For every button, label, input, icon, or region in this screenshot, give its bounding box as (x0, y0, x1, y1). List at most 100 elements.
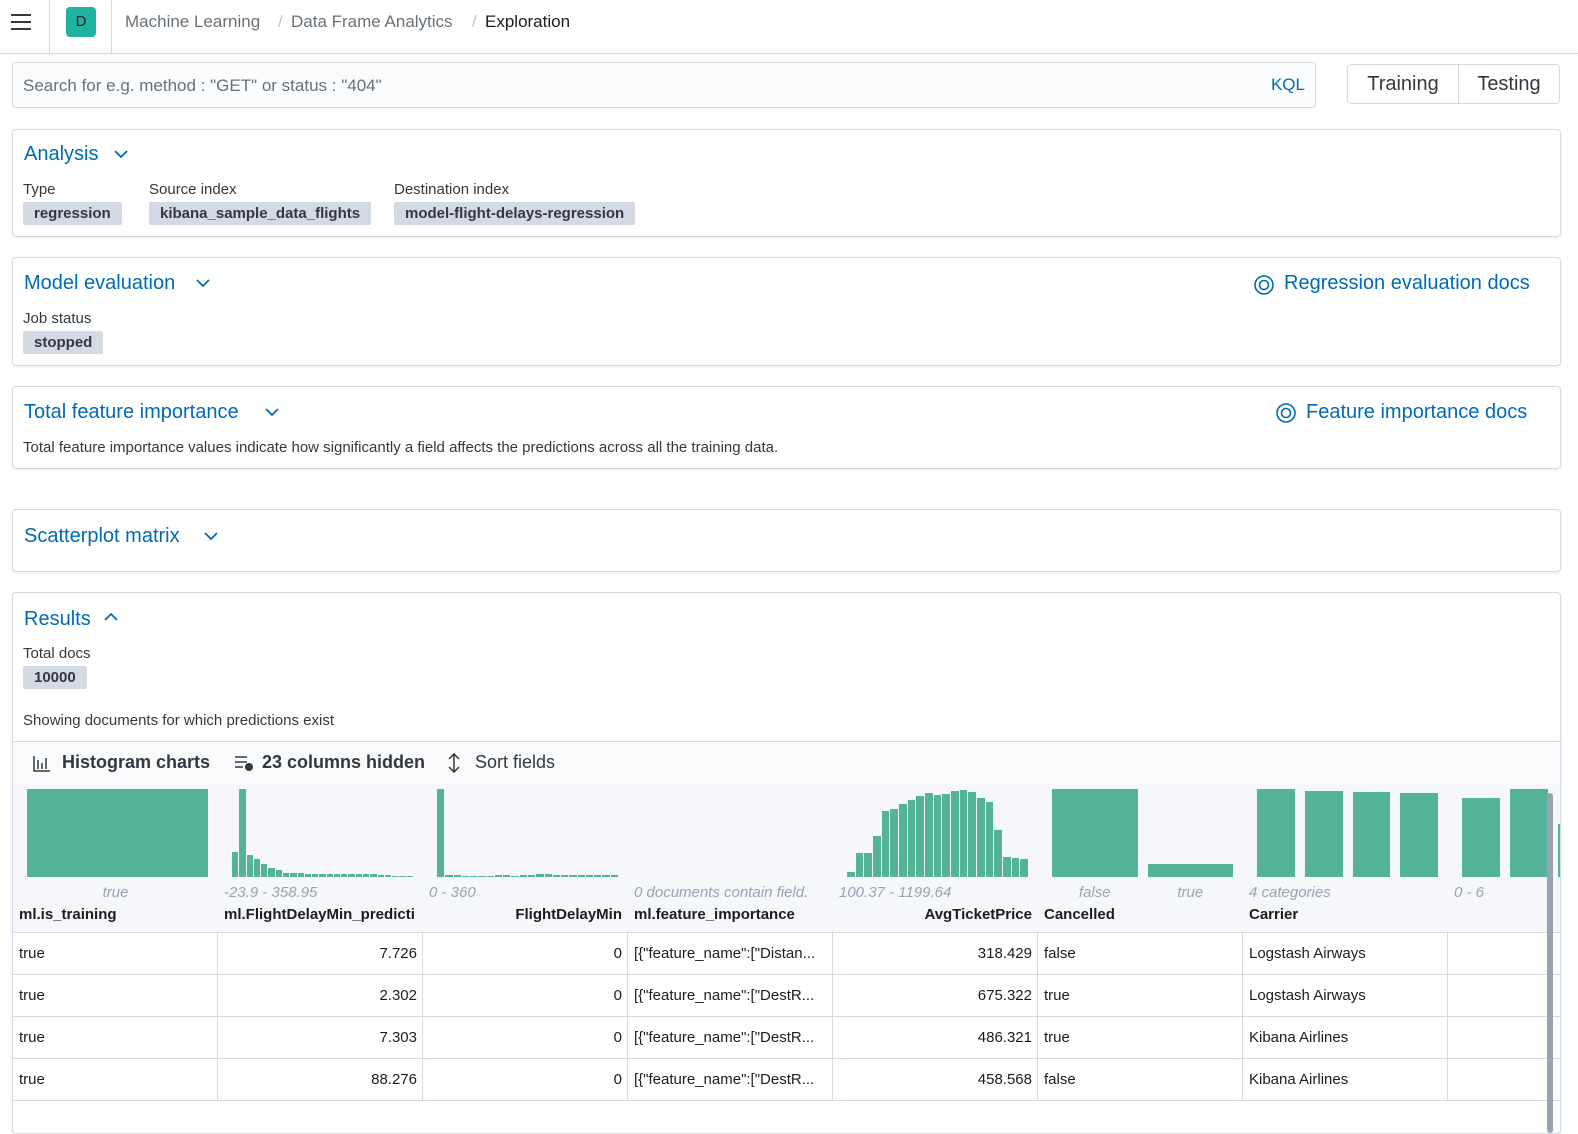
panel-title[interactable]: Results (24, 608, 91, 630)
cell[interactable]: 0 (613, 1029, 622, 1046)
scatterplot-panel: Scatterplot matrix (12, 509, 1561, 572)
histogram-bar (486, 876, 494, 877)
columns-button[interactable]: 23 columns hidden (262, 752, 426, 772)
cell[interactable]: 458.568 (977, 1071, 1032, 1088)
panel-title[interactable]: Analysis (24, 143, 99, 165)
column-header (423, 783, 629, 933)
cell-border (422, 1059, 423, 1101)
histogram-bar (951, 790, 959, 877)
histogram-bar (384, 875, 392, 877)
training-button[interactable]: Training (1367, 73, 1439, 95)
breadcrumb[interactable]: Machine Learning (125, 12, 261, 31)
cell[interactable]: 7.726 (379, 945, 417, 962)
histogram-bar (445, 875, 453, 877)
cell[interactable]: Logstash Airways (1249, 945, 1366, 962)
cell[interactable]: 0 (613, 987, 622, 1004)
histogram-bar (942, 794, 950, 877)
cell-border (1447, 1059, 1448, 1101)
histogram-bar (268, 868, 275, 877)
cell[interactable]: true (1044, 1029, 1070, 1046)
kql-toggle[interactable]: KQL (1270, 75, 1305, 94)
cell[interactable]: [{"feature_name":["DestR... (634, 987, 815, 1004)
histogram-bar (406, 876, 413, 877)
cell[interactable]: 2.302 (379, 987, 417, 1004)
menu-icon[interactable] (10, 13, 32, 31)
column-name: AvgTicketPrice (924, 906, 1032, 923)
histogram-bar (304, 874, 312, 877)
cell[interactable]: 0 (613, 945, 622, 962)
cell-border (1447, 1017, 1448, 1059)
docs-link[interactable]: Regression evaluation docs (1284, 272, 1530, 294)
panel-title[interactable]: Total feature importance (24, 401, 239, 423)
row (13, 933, 1560, 975)
cell[interactable]: true (1044, 987, 1070, 1004)
histogram-bar (290, 873, 297, 877)
cell[interactable]: 88.276 (371, 1071, 417, 1088)
field-label: Total docs (23, 645, 91, 662)
search-bar[interactable]: Search for e.g. method : "GET" or status… (12, 62, 1316, 108)
cell-border (217, 1059, 218, 1101)
column-header (628, 783, 834, 933)
histogram-bar (1147, 863, 1233, 877)
cell[interactable]: 7.303 (379, 1029, 417, 1046)
sort-button[interactable]: Sort fields (475, 752, 556, 772)
cell[interactable]: true (19, 1029, 45, 1046)
histogram-summary: 4 categories (1249, 884, 1331, 901)
column-name: Carrier (1249, 906, 1299, 923)
cell[interactable]: true (19, 1071, 45, 1088)
cell-border (217, 933, 218, 975)
testing-button[interactable]: Testing (1477, 73, 1541, 95)
panel-title[interactable]: Scatterplot matrix (24, 525, 180, 547)
histogram-bar (511, 876, 519, 877)
histogram-bar (261, 863, 268, 877)
cell[interactable]: Kibana Airlines (1249, 1071, 1349, 1088)
histogram-bar (610, 875, 618, 877)
cell[interactable]: 318.429 (977, 945, 1032, 962)
cell-border (627, 1017, 628, 1059)
histogram-bar (933, 795, 942, 877)
cell[interactable]: Kibana Airlines (1249, 1029, 1349, 1046)
cell-border (1037, 975, 1038, 1017)
space-avatar[interactable]: D (66, 7, 96, 37)
histogram-bar (333, 874, 341, 877)
cell[interactable]: Logstash Airways (1249, 987, 1366, 1004)
cell[interactable]: [{"feature_name":["DestR... (634, 1029, 815, 1046)
field-label: Type (23, 181, 56, 198)
cell[interactable]: false (1044, 945, 1076, 962)
docs-link[interactable]: Feature importance docs (1306, 401, 1528, 423)
histogram-bar (326, 874, 333, 877)
cell[interactable]: 675.322 (977, 987, 1032, 1004)
data-grid: true ml.is_training -23.9 - 358.95 ml.Fligh… (13, 783, 1560, 1133)
cell[interactable]: false (1044, 1071, 1076, 1088)
histogram-bar (392, 876, 399, 877)
histogram-bar (544, 874, 552, 877)
cell[interactable]: true (19, 945, 45, 962)
cell-border (1037, 933, 1038, 975)
histogram-bar (453, 875, 461, 877)
histogram-bar (377, 875, 384, 877)
histogram-bar (985, 802, 994, 877)
histogram-bar (297, 873, 304, 877)
panel-title[interactable]: Model evaluation (24, 272, 176, 294)
scrollbar[interactable] (1547, 793, 1553, 1133)
histogram-bar (916, 796, 924, 877)
cell[interactable]: [{"feature_name":["Distan... (634, 945, 816, 962)
histogram-bar (470, 876, 478, 877)
field-badge: model-flight-delays-regression (394, 202, 636, 225)
histogram-bar (968, 791, 976, 877)
cell[interactable]: 486.321 (977, 1029, 1032, 1046)
histogram-bar (899, 803, 907, 877)
histogram-bar (1352, 791, 1391, 877)
cell-border (832, 933, 833, 975)
histogram-toggle[interactable]: Histogram charts (62, 752, 211, 772)
cell[interactable]: [{"feature_name":["DestR... (634, 1071, 815, 1088)
histogram-bar (977, 797, 985, 877)
breadcrumb[interactable]: Data Frame Analytics (291, 12, 453, 31)
cell[interactable]: 0 (613, 1071, 622, 1088)
cell[interactable]: true (19, 987, 45, 1004)
histogram-bar (552, 875, 561, 877)
histogram-bar (348, 874, 355, 877)
histogram-bar (855, 853, 864, 877)
row (13, 975, 1560, 1017)
header: D Machine Learning / Data Frame Analytic… (0, 0, 1578, 54)
